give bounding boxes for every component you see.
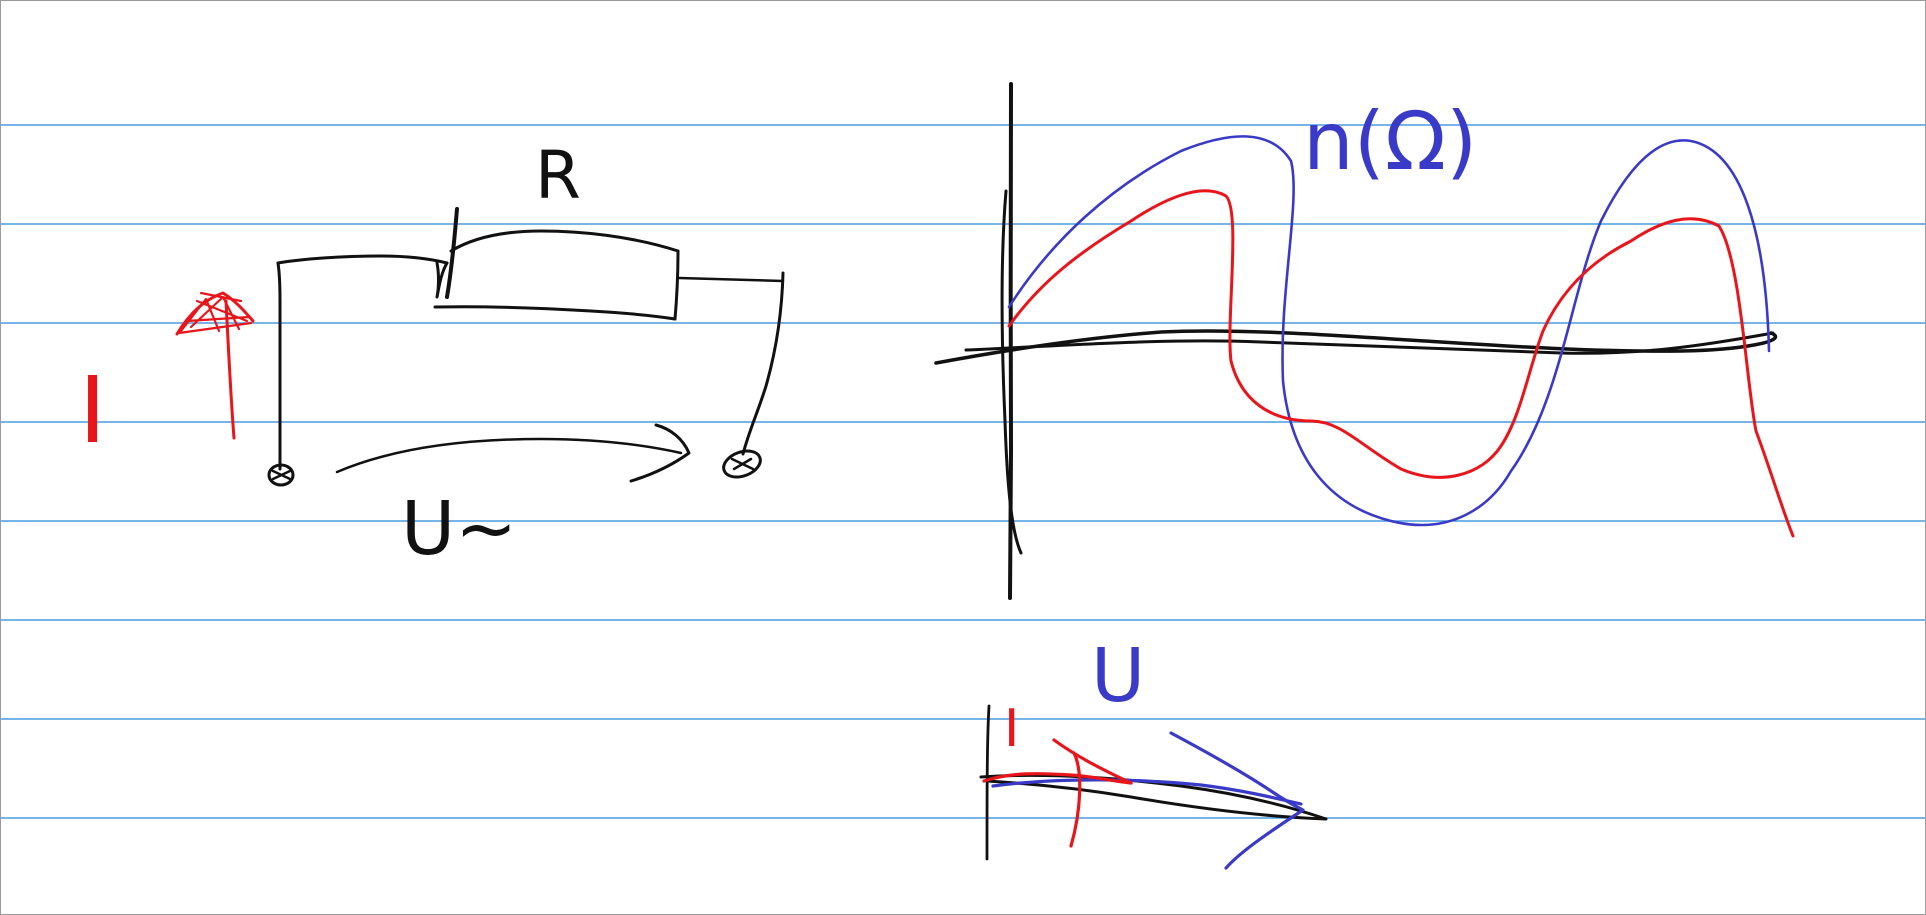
- current-arrow-head: [175, 291, 255, 336]
- ruled-lines: [1, 124, 1925, 819]
- resistor-body-right: [673, 249, 680, 321]
- current-label: I: [79, 357, 106, 464]
- resistor-label: R: [535, 137, 581, 214]
- red-waveform: [1007, 189, 1795, 538]
- current-arrow-shaft: [224, 299, 236, 440]
- terminal-right: [722, 449, 762, 479]
- graph-x-axis: [934, 329, 1778, 365]
- resistor-wiper-tip: [435, 261, 449, 299]
- phasor-current-label: I: [1004, 699, 1019, 759]
- terminal-right-cross: [730, 457, 755, 471]
- circuit-wire-top-left: [276, 254, 449, 265]
- current-phasor: [982, 772, 1133, 785]
- voltage-label: U~: [401, 486, 517, 572]
- terminal-left-cross: [271, 469, 292, 481]
- blue-curve-label: n(Ω): [1303, 95, 1477, 188]
- graph-y-axis: [1008, 82, 1013, 600]
- current-phasor-head: [1052, 738, 1133, 848]
- circuit-wire-left: [276, 261, 282, 471]
- voltage-arrow-head: [629, 423, 691, 483]
- graph-y-axis-stroke: [1000, 189, 1023, 555]
- resistor-body-bottom: [433, 305, 677, 321]
- voltage-phasor: [991, 778, 1303, 806]
- phasor-diagram: U I: [979, 633, 1328, 870]
- voltage-phasor-head: [1169, 731, 1305, 870]
- phasor-y-axis: [985, 704, 991, 861]
- waveform-graph: n(Ω): [934, 82, 1795, 600]
- voltage-arrow-shaft: [335, 437, 683, 474]
- current-arrow-scribble: [177, 291, 253, 335]
- circuit-wire-right: [741, 271, 785, 456]
- circuit-diagram: R I U~: [79, 137, 785, 572]
- graph-x-axis-stroke: [964, 331, 1775, 355]
- terminal-left: [267, 463, 295, 487]
- circuit-wire-top-right: [677, 276, 785, 283]
- resistor-body-top: [449, 229, 680, 253]
- resistor-wiper: [445, 207, 459, 299]
- blue-waveform: [1007, 135, 1771, 527]
- phasor-voltage-label: U: [1091, 633, 1145, 719]
